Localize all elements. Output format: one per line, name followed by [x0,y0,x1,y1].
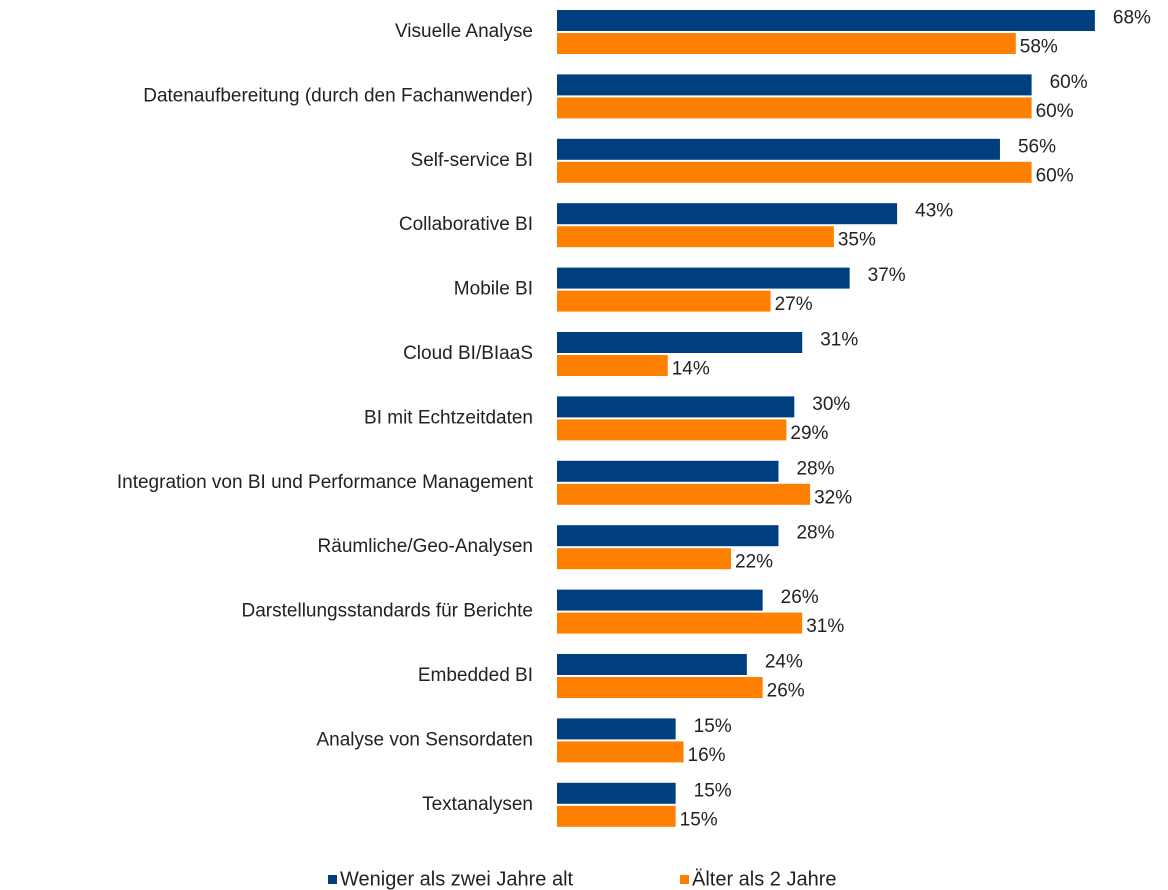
bar [557,677,763,698]
value-label: 15% [694,716,732,737]
value-label: 43% [915,201,953,222]
bar [557,267,850,289]
legend-label: Weniger als zwei Jahre alt [340,868,574,890]
value-label: 24% [765,652,803,673]
value-label: 60% [1036,101,1074,122]
category-label: Visuelle Analyse [395,21,533,42]
value-label: 32% [814,487,852,508]
value-label: 16% [688,745,726,766]
bar [557,612,803,634]
value-label: 22% [735,552,773,573]
bar [557,74,1032,96]
value-label: 27% [775,294,813,315]
bar [557,654,747,675]
bar [557,741,684,763]
category-label: Cloud BI/BIaaS [403,343,533,364]
bar [557,782,676,804]
value-label: 31% [820,330,858,351]
bar [557,548,732,570]
bar [557,805,676,827]
bar [557,97,1032,119]
bar [557,290,771,312]
category-label: Datenaufbereitung (durch den Fachanwende… [143,85,533,106]
category-label: BI mit Echtzeitdaten [364,407,533,428]
value-label: 56% [1018,136,1056,157]
bar [557,355,668,376]
category-label: Analyse von Sensordaten [316,729,533,750]
value-label: 26% [781,587,819,608]
bar [557,589,763,611]
legend-label: Älter als 2 Jahre [692,868,837,890]
value-label: 60% [1050,72,1088,93]
value-label: 37% [868,265,906,286]
bar [557,161,1032,183]
bar [557,226,834,248]
value-label: 60% [1036,165,1074,186]
legend-swatch [680,875,689,884]
bar [557,525,779,547]
value-label: 68% [1113,8,1151,29]
bar [557,419,787,441]
bar [557,138,1000,160]
bar [557,460,779,482]
bar [557,203,898,225]
category-label: Mobile BI [454,279,533,300]
value-label: 58% [1020,37,1058,58]
category-label: Darstellungsstandards für Berichte [242,601,533,622]
category-label: Self-service BI [411,150,533,171]
value-label: 31% [806,616,844,637]
bar [557,718,676,740]
value-label: 15% [694,780,732,801]
category-label: Textanalysen [422,794,533,815]
value-label: 26% [767,681,805,702]
legend-swatch [328,875,337,884]
value-label: 15% [680,809,718,830]
category-label: Integration von BI und Performance Manag… [117,472,534,493]
value-label: 30% [812,394,850,415]
value-label: 28% [796,458,834,479]
bar [557,33,1016,54]
category-label: Collaborative BI [399,214,533,235]
bar [557,396,795,418]
value-label: 14% [672,359,710,380]
value-label: 29% [790,423,828,444]
value-label: 28% [796,523,834,544]
bar [557,10,1095,31]
category-label: Räumliche/Geo-Analysen [318,536,533,557]
value-label: 35% [838,230,876,251]
category-label: Embedded BI [418,665,533,686]
bar [557,332,803,353]
bar [557,483,811,505]
